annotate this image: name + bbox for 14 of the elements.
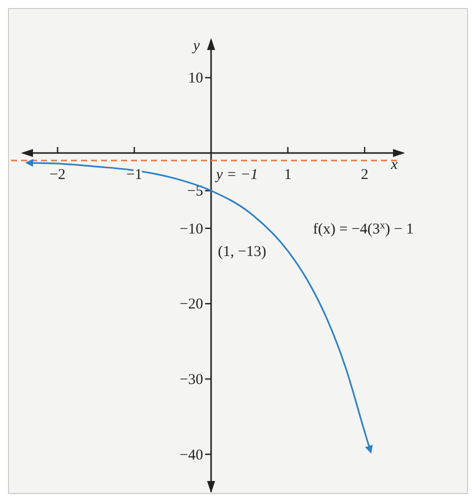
x-tick-label: 2 xyxy=(360,167,368,183)
y-tick-label: −30 xyxy=(180,372,204,388)
y-tick-label: −10 xyxy=(180,221,204,238)
x-tick-label: 1 xyxy=(284,167,292,183)
y-tick-label: −20 xyxy=(180,296,204,313)
y-tick-label: −40 xyxy=(180,447,204,464)
y-tick-label: 10 xyxy=(188,70,204,87)
annotation: (1, −13) xyxy=(218,244,266,260)
x-axis-title: x xyxy=(390,157,398,173)
y-axis-title: y xyxy=(191,38,200,54)
x-tick-label: −2 xyxy=(50,167,66,183)
x-tick-label: −1 xyxy=(126,167,142,183)
ref-line-label: y = −1 xyxy=(214,167,258,183)
annotation: f(x) = −4(3$^{x}$) − 1 xyxy=(313,220,414,238)
